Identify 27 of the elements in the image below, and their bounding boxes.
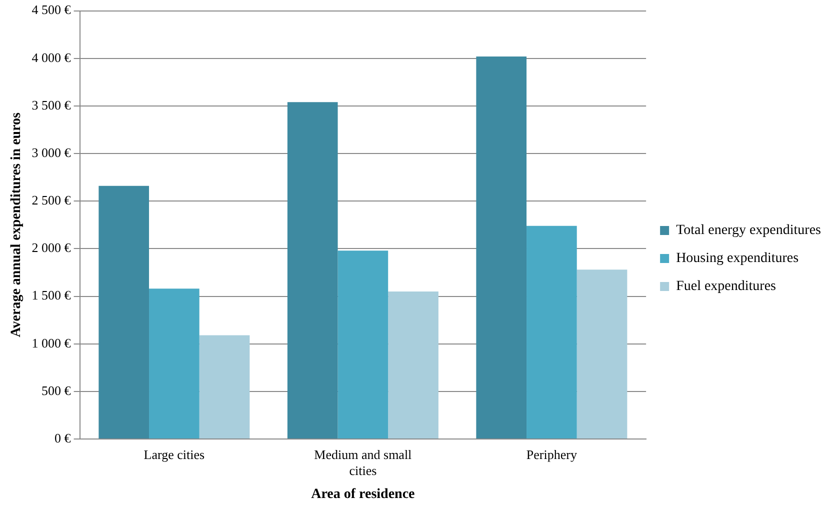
legend-label: Fuel expenditures <box>676 279 776 294</box>
bar <box>149 288 200 438</box>
bar <box>199 335 250 438</box>
bar <box>476 56 527 438</box>
bar <box>287 102 338 438</box>
x-tick-label: Medium and small cities <box>314 447 412 478</box>
y-tick-label: 2 500 € <box>32 192 72 208</box>
y-tick-label: 1 500 € <box>32 288 72 303</box>
y-tick-label: 4 500 € <box>32 2 72 18</box>
bar <box>526 226 577 438</box>
bar <box>576 270 628 438</box>
y-tick-label: 3 500 € <box>32 97 72 112</box>
bar <box>388 292 438 438</box>
y-tick-label: 4 000 € <box>32 50 72 65</box>
legend-label: Total energy expenditures <box>676 223 821 238</box>
y-tick-label: 500 € <box>42 382 72 398</box>
y-tick-label: 2 000 € <box>32 240 72 256</box>
x-tick-label: Large cities <box>144 447 205 462</box>
y-tick-label: 1 000 € <box>32 335 72 350</box>
y-tick-label: 0 € <box>54 430 72 446</box>
x-axis-title: Area of residence <box>311 487 415 502</box>
x-tick-label: Periphery <box>526 447 578 462</box>
bar <box>338 250 388 438</box>
legend-label: Housing expenditures <box>676 251 799 266</box>
bar <box>98 186 150 438</box>
y-axis-title: Average annual expenditures in euros <box>9 112 24 338</box>
y-tick-label: 3 000 € <box>32 144 72 160</box>
